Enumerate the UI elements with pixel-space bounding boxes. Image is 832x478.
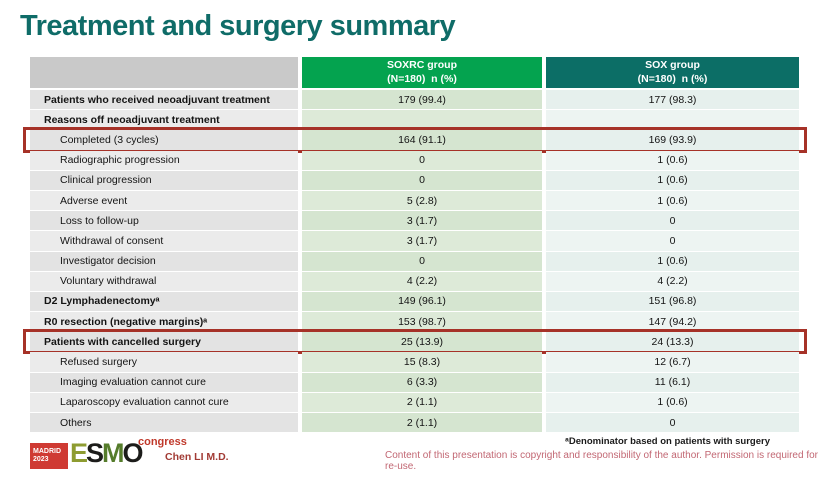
row-sox-value: 147 (94.2) — [546, 312, 799, 332]
row-soxrc-value: 0 — [302, 251, 542, 271]
row-label: Withdrawal of consent — [30, 231, 298, 251]
congress-label: congress — [138, 436, 187, 448]
header-soxrc-line1: SOXRC group — [387, 58, 457, 71]
esmo-letter-s: S — [86, 438, 104, 468]
row-sox-value: 1 (0.6) — [546, 170, 799, 190]
row-label: Reasons off neoadjuvant treatment — [30, 110, 298, 130]
copyright-notice: Content of this presentation is copyrigh… — [385, 450, 819, 472]
esmo-letter-e: E — [70, 438, 88, 468]
row-sox-value: 11 (6.1) — [546, 372, 799, 392]
table-header-row: SOXRC group (N=180) n (%) SOX group (N=1… — [30, 57, 800, 88]
row-sox-value: 1 (0.6) — [546, 251, 799, 271]
summary-table: SOXRC group (N=180) n (%) SOX group (N=1… — [23, 57, 807, 433]
header-soxrc-line2: (N=180) n (%) — [387, 72, 457, 85]
table-row: Adverse event 5 (2.8) 1 (0.6) — [30, 190, 800, 211]
row-label: Imaging evaluation cannot cure — [30, 372, 298, 392]
row-sox-value: 4 (2.2) — [546, 271, 799, 291]
row-sox-value: 1 (0.6) — [546, 150, 799, 170]
row-label: Voluntary withdrawal — [30, 271, 298, 291]
footnote: ᵃDenominator based on patients with surg… — [565, 436, 770, 447]
row-sox-value: 177 (98.3) — [546, 90, 799, 110]
row-soxrc-value: 6 (3.3) — [302, 372, 542, 392]
row-label: Others — [30, 413, 298, 433]
row-label: R0 resection (negative margins)ᵃ — [30, 312, 298, 332]
header-sox-line2: (N=180) n (%) — [637, 72, 708, 85]
table-row: R0 resection (negative margins)ᵃ 153 (98… — [30, 312, 800, 332]
header-empty-cell — [30, 57, 298, 88]
row-label: Completed (3 cycles) — [30, 130, 298, 150]
table-row: Imaging evaluation cannot cure 6 (3.3) 1… — [30, 372, 800, 392]
table-row: Clinical progression 0 1 (0.6) — [30, 170, 800, 190]
table-row: Investigator decision 0 1 (0.6) — [30, 251, 800, 271]
row-sox-value: 0 — [546, 231, 799, 251]
esmo-letter-o: O — [122, 438, 144, 468]
row-label: Laparoscopy evaluation cannot cure — [30, 392, 298, 412]
row-sox-value: 12 (6.7) — [546, 352, 799, 372]
table-row: Voluntary withdrawal 4 (2.2) 4 (2.2) — [30, 271, 800, 291]
row-soxrc-value: 2 (1.1) — [302, 392, 542, 412]
row-soxrc-value: 164 (91.1) — [302, 130, 542, 150]
table-row: Loss to follow-up 3 (1.7) 0 — [30, 211, 800, 231]
row-soxrc-value: 149 (96.1) — [302, 291, 542, 312]
esmo-congress-logo: MADRID 2023 ESMO congress — [30, 436, 187, 474]
row-sox-value: 169 (93.9) — [546, 130, 799, 150]
row-sox-value: 1 (0.6) — [546, 392, 799, 412]
madrid-2023-badge: MADRID 2023 — [30, 443, 68, 469]
badge-city: MADRID — [33, 447, 61, 455]
row-label: Loss to follow-up — [30, 211, 298, 231]
row-soxrc-value: 25 (13.9) — [302, 332, 542, 352]
row-soxrc-value: 179 (99.4) — [302, 90, 542, 110]
row-soxrc-value: 3 (1.7) — [302, 231, 542, 251]
row-sox-value: 151 (96.8) — [546, 291, 799, 312]
row-soxrc-value: 0 — [302, 150, 542, 170]
row-soxrc-value: 3 (1.7) — [302, 211, 542, 231]
header-soxrc-group: SOXRC group (N=180) n (%) — [302, 57, 542, 88]
table-row: Laparoscopy evaluation cannot cure 2 (1.… — [30, 392, 800, 412]
row-sox-value: 24 (13.3) — [546, 332, 799, 352]
row-label: Patients with cancelled surgery — [30, 332, 298, 352]
row-label: Clinical progression — [30, 170, 298, 190]
row-sox-value: 0 — [546, 211, 799, 231]
row-sox-value: 0 — [546, 413, 799, 433]
row-label: Radiographic progression — [30, 150, 298, 170]
table-row: Patients with cancelled surgery 25 (13.9… — [23, 329, 807, 355]
page-title: Treatment and surgery summary — [20, 10, 456, 42]
row-soxrc-value: 0 — [302, 170, 542, 190]
row-label: Investigator decision — [30, 251, 298, 271]
row-soxrc-value: 2 (1.1) — [302, 413, 542, 433]
row-label: Patients who received neoadjuvant treatm… — [30, 90, 298, 110]
row-sox-value: 1 (0.6) — [546, 190, 799, 211]
table-row: Reasons off neoadjuvant treatment — [30, 110, 800, 130]
row-label: Adverse event — [30, 190, 298, 211]
row-soxrc-value: 153 (98.7) — [302, 312, 542, 332]
table-body: Patients who received neoadjuvant treatm… — [23, 90, 807, 433]
table-row: Patients who received neoadjuvant treatm… — [30, 90, 800, 110]
esmo-letter-m: M — [102, 438, 124, 468]
table-row: Radiographic progression 0 1 (0.6) — [30, 150, 800, 170]
row-soxrc-value — [302, 110, 542, 130]
header-sox-group: SOX group (N=180) n (%) — [546, 57, 799, 88]
row-label: D2 Lymphadenectomyᵃ — [30, 291, 298, 312]
esmo-wordmark: ESMO — [70, 438, 144, 468]
header-sox-line1: SOX group — [645, 58, 700, 71]
table-row: D2 Lymphadenectomyᵃ 149 (96.1) 151 (96.8… — [30, 291, 800, 312]
badge-year: 2023 — [33, 456, 49, 463]
table-row: Completed (3 cycles) 164 (91.1) 169 (93.… — [23, 127, 807, 153]
table-row: Refused surgery 15 (8.3) 12 (6.7) — [30, 352, 800, 372]
table-row: Withdrawal of consent 3 (1.7) 0 — [30, 231, 800, 251]
table-row: Others 2 (1.1) 0 — [30, 413, 800, 433]
author-name: Chen LI M.D. — [165, 451, 229, 463]
row-soxrc-value: 15 (8.3) — [302, 352, 542, 372]
row-label: Refused surgery — [30, 352, 298, 372]
row-sox-value — [546, 110, 799, 130]
row-soxrc-value: 4 (2.2) — [302, 271, 542, 291]
row-soxrc-value: 5 (2.8) — [302, 190, 542, 211]
